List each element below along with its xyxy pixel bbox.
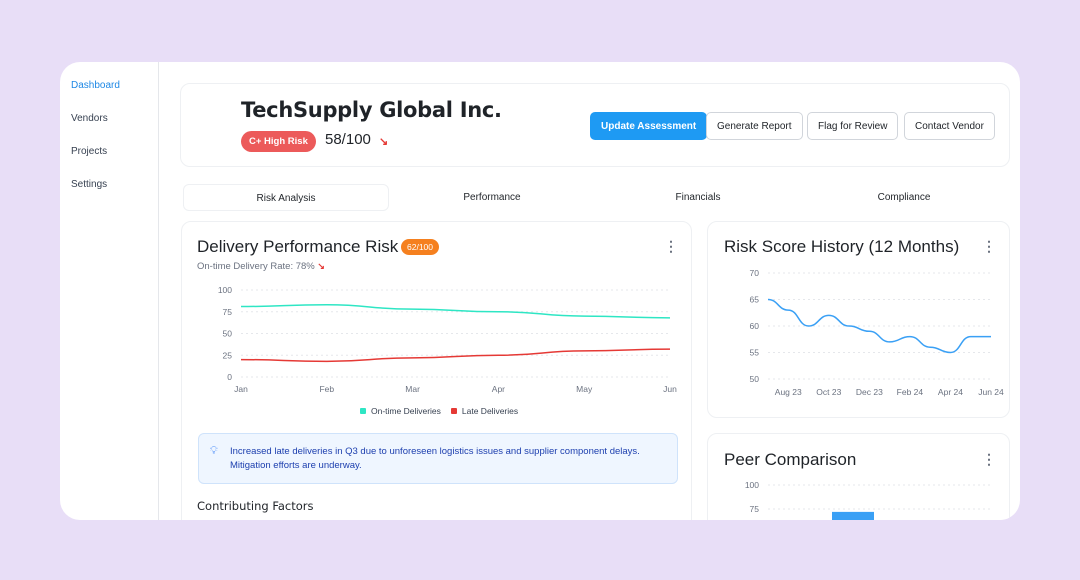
y-tick-label: 75 [223, 307, 233, 317]
history-line [767, 298, 991, 354]
contact-vendor-button[interactable]: Contact Vendor [904, 112, 995, 140]
vendor-name: TechSupply Global Inc. [241, 98, 502, 122]
update-assessment-button[interactable]: Update Assessment [590, 112, 708, 140]
delivery-chart: 0 25 50 75 100 Jan Feb Mar Apr May Jun [218, 285, 677, 394]
x-tick-label: Jun [663, 384, 677, 394]
y-tick-label: 65 [750, 295, 760, 305]
more-options-icon[interactable]: ⋮ [982, 238, 996, 254]
trend-down-icon: ↘ [379, 136, 389, 148]
vendor-header: TechSupply Global Inc. C+ High Risk 58/1… [180, 83, 1010, 167]
delivery-risk-card: Delivery Performance Risk 62/100 ⋮ On-ti… [181, 221, 692, 520]
x-tick-label: Jun 24 [978, 387, 1004, 397]
x-tick-label: Oct 23 [816, 387, 841, 397]
tab-performance[interactable]: Performance [463, 192, 521, 203]
flag-review-button[interactable]: Flag for Review [807, 112, 899, 140]
lightbulb-icon: 💡︎ [210, 445, 218, 457]
app-window: Dashboard Vendors Projects Settings Tech… [60, 62, 1020, 520]
peer-bar [832, 511, 874, 520]
x-tick-label: Dec 23 [856, 387, 883, 397]
x-tick-label: Feb 24 [897, 387, 924, 397]
y-tick-label: 60 [750, 321, 760, 331]
peer-chart: 75 100 [745, 480, 991, 520]
tab-risk-analysis[interactable]: Risk Analysis [183, 184, 389, 211]
info-text: Increased late deliveries in Q3 due to u… [230, 446, 640, 471]
sidebar-item-vendors[interactable]: Vendors [71, 113, 108, 124]
x-tick-label: Mar [405, 384, 420, 394]
legend-swatch [360, 408, 366, 414]
tab-financials[interactable]: Financials [675, 192, 721, 203]
x-tick-label: Jan [234, 384, 248, 394]
y-tick-label: 0 [227, 372, 232, 382]
y-tick-label: 25 [223, 350, 233, 360]
legend-late[interactable]: Late Deliveries [450, 406, 518, 416]
x-tick-label: May [576, 384, 593, 394]
risk-score: 58/100 [325, 131, 371, 148]
generate-report-button[interactable]: Generate Report [706, 112, 803, 140]
risk-history-card: Risk Score History (12 Months) ⋮ 50 55 60 6… [707, 221, 1010, 418]
legend-ontime[interactable]: On-time Deliveries [360, 406, 441, 416]
y-tick-label: 100 [745, 480, 759, 490]
y-tick-label: 70 [750, 268, 760, 278]
card-title: Peer Comparison [724, 450, 857, 469]
x-tick-label: Apr [492, 384, 505, 394]
history-chart: 50 55 60 65 70 Aug 23 Oct 23 Dec 23 Feb 24 Apr 24… [750, 268, 1004, 397]
sidebar-item-projects[interactable]: Projects [71, 146, 108, 157]
more-options-icon[interactable]: ⋮ [982, 451, 996, 467]
info-alert: 💡︎ Increased late deliveries in Q3 due t… [198, 433, 678, 484]
series-line-ontime [240, 304, 671, 319]
y-tick-label: 75 [750, 504, 760, 514]
chart-legend: On-time Deliveries Late Deliveries [360, 406, 518, 416]
series-line-late [240, 348, 671, 363]
legend-swatch [450, 408, 457, 414]
tab-compliance[interactable]: Compliance [877, 192, 931, 203]
sidebar: Dashboard Vendors Projects Settings [60, 62, 159, 520]
section-title: Contributing Factors [197, 499, 314, 513]
score-badge: 62/100 [401, 239, 439, 255]
card-title: Risk Score History (12 Months) [724, 237, 960, 256]
x-tick-label: Aug 23 [775, 387, 802, 397]
y-tick-label: 50 [750, 374, 760, 384]
delivery-rate: On-time Delivery Rate: 78% ↘ [197, 261, 325, 272]
y-tick-label: 100 [218, 285, 232, 295]
risk-badge: C+ High Risk [241, 131, 316, 152]
more-options-icon[interactable]: ⋮ [664, 238, 678, 254]
y-tick-label: 50 [223, 329, 233, 339]
y-tick-label: 55 [750, 348, 760, 358]
sidebar-item-dashboard[interactable]: Dashboard [71, 80, 120, 91]
peer-comparison-card: Peer Comparison ⋮ 75 100 [707, 433, 1010, 520]
sidebar-item-settings[interactable]: Settings [71, 179, 108, 190]
x-tick-label: Apr 24 [938, 387, 963, 397]
card-title: Delivery Performance Risk [197, 237, 399, 256]
x-tick-label: Feb [319, 384, 334, 394]
trend-down-icon: ↘ [317, 261, 325, 271]
